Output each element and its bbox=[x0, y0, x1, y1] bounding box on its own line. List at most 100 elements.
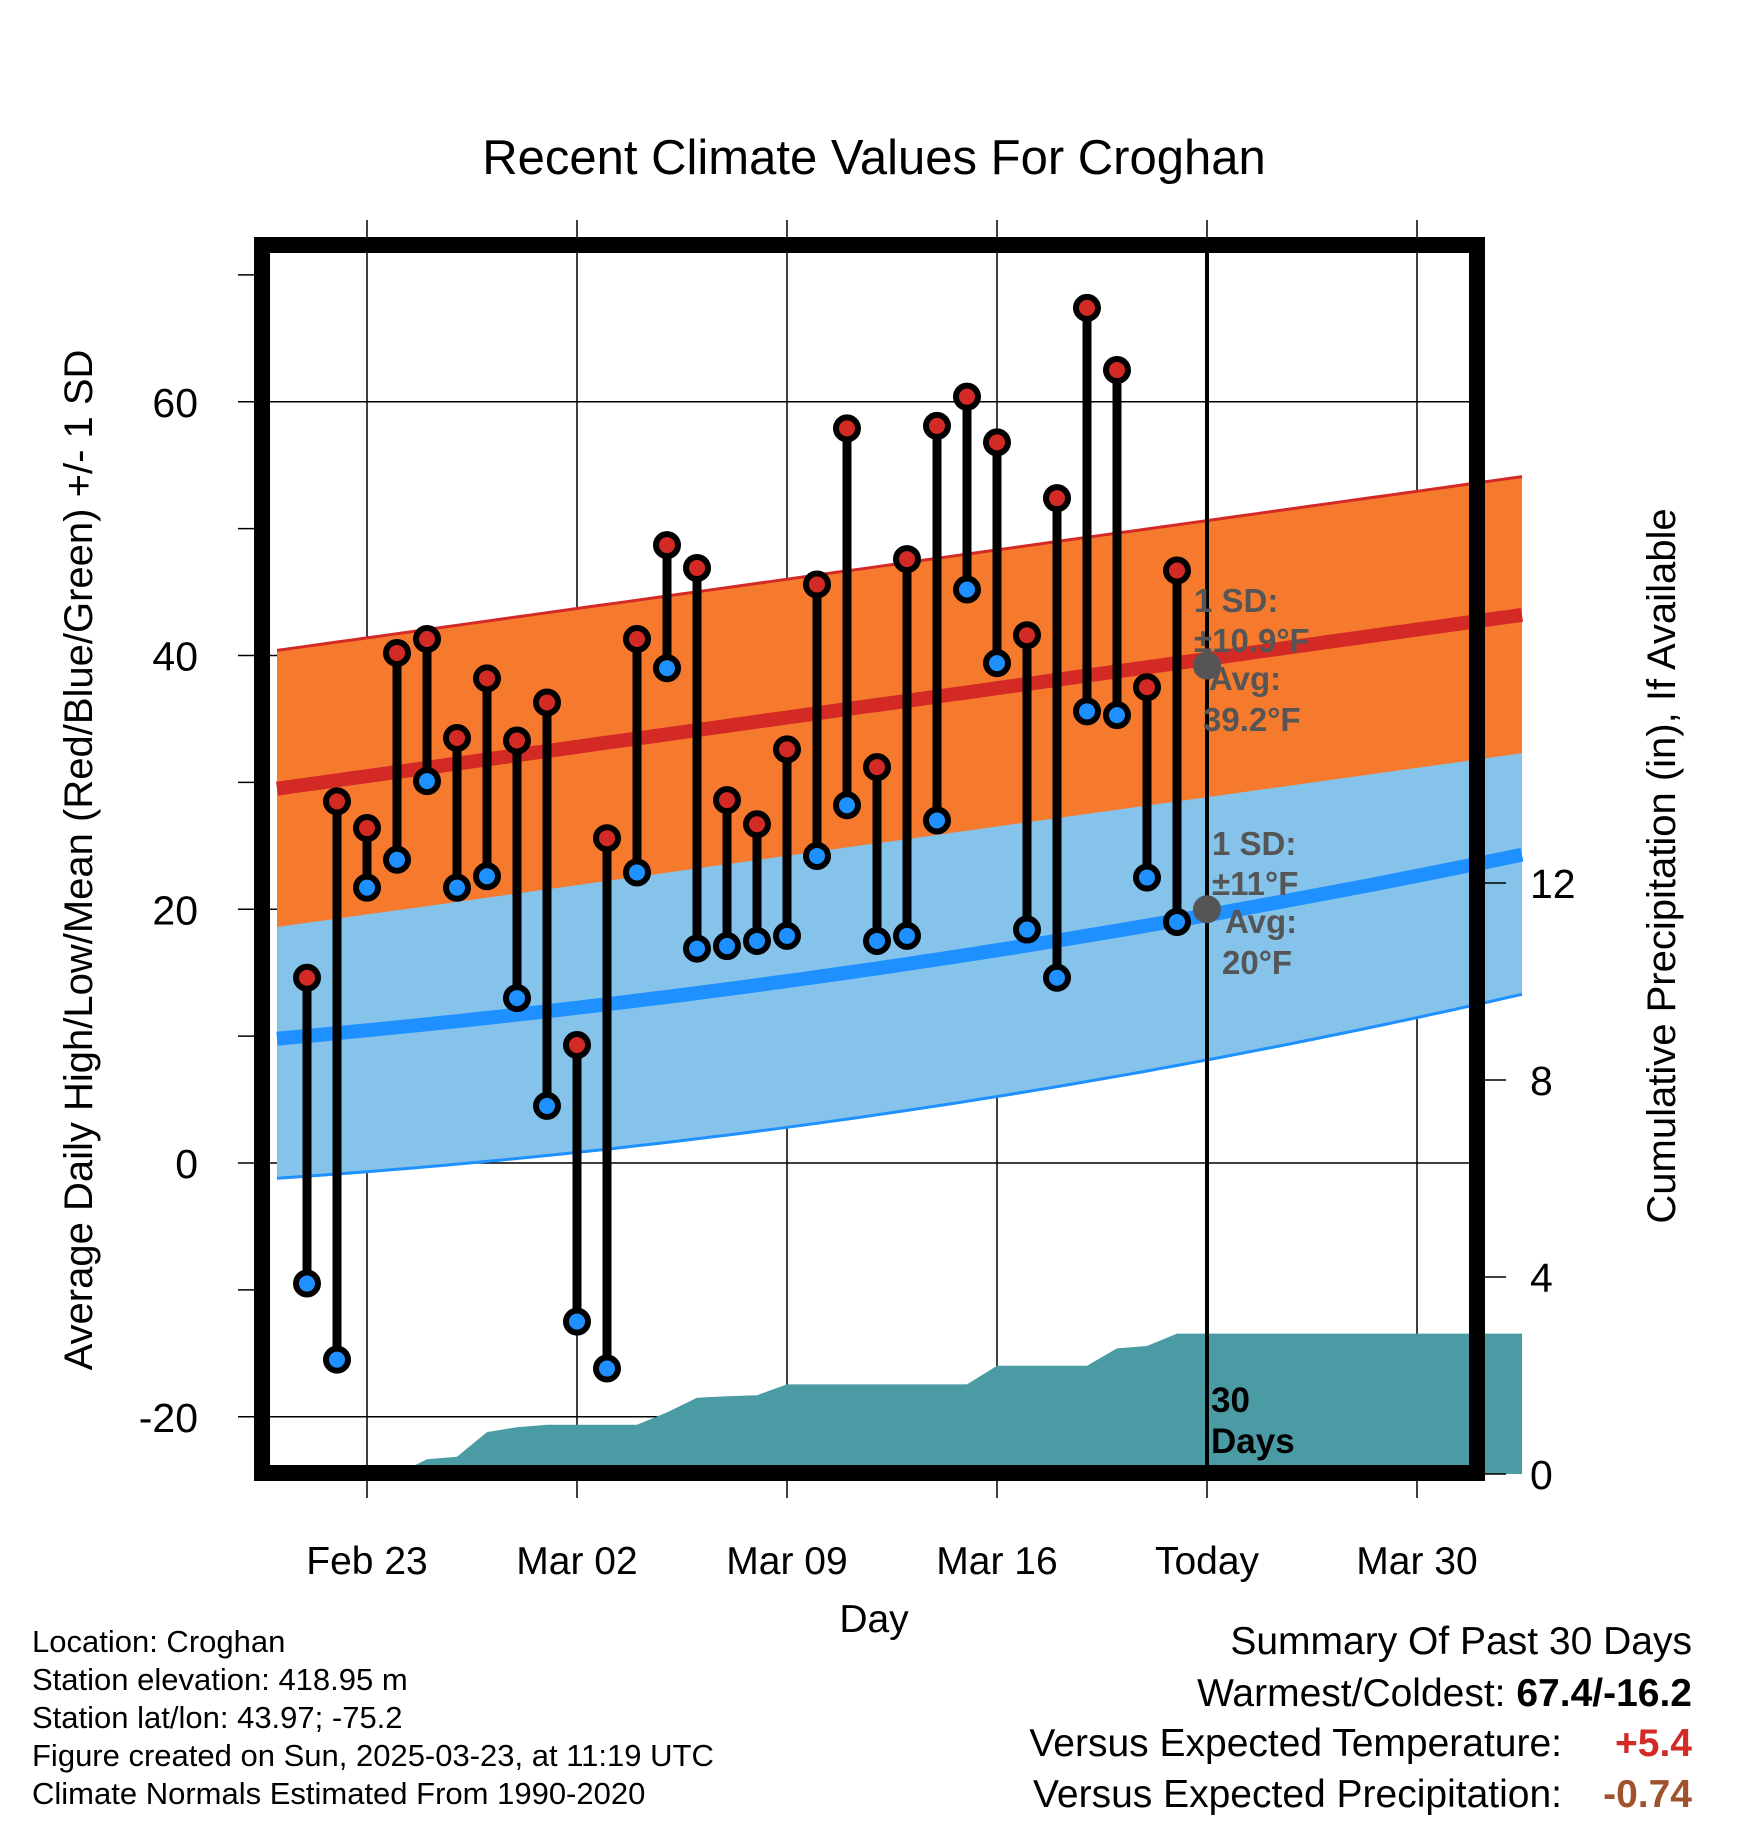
today-low-marker bbox=[1193, 895, 1221, 924]
plot-frame bbox=[254, 237, 1485, 1481]
station-info: Location: Croghan Station elevation: 418… bbox=[32, 1623, 714, 1813]
low-lower-line bbox=[276, 992, 1523, 1180]
high-point bbox=[833, 414, 861, 443]
high-point bbox=[773, 735, 801, 764]
high-point bbox=[1013, 621, 1041, 650]
high-point bbox=[533, 688, 561, 717]
high-avg-label: Avg: bbox=[1209, 660, 1281, 697]
precip-value: -0.74 bbox=[1603, 1773, 1692, 1816]
low-point bbox=[293, 1269, 321, 1298]
high-point bbox=[413, 625, 441, 654]
low-point bbox=[1043, 963, 1071, 992]
low-point bbox=[503, 984, 531, 1013]
low-avg-label: Avg: bbox=[1225, 903, 1297, 940]
high-point bbox=[713, 786, 741, 815]
y-tick-label: -20 bbox=[139, 1395, 198, 1441]
y2-tick-label: 4 bbox=[1530, 1255, 1553, 1301]
low-point bbox=[1163, 907, 1191, 936]
y2-tick-label: 12 bbox=[1530, 861, 1576, 907]
summary-warmest: Warmest/Coldest: 67.4/-16.2 bbox=[1197, 1672, 1692, 1716]
y-tick-label: 0 bbox=[175, 1141, 198, 1187]
high-point bbox=[803, 570, 831, 599]
summary-title: Summary Of Past 30 Days bbox=[1230, 1620, 1692, 1663]
y-tick-label: 60 bbox=[152, 380, 198, 426]
y-tick-label: 20 bbox=[152, 887, 198, 933]
y2-tick-label: 8 bbox=[1530, 1058, 1553, 1104]
latlon-text: Station lat/lon: 43.97; -75.2 bbox=[32, 1700, 403, 1735]
low-point bbox=[623, 858, 651, 887]
low-point bbox=[773, 921, 801, 950]
high-point bbox=[953, 382, 981, 411]
high-point bbox=[863, 753, 891, 782]
low-point bbox=[593, 1354, 621, 1383]
low-point bbox=[383, 845, 411, 874]
high-point bbox=[473, 664, 501, 693]
x-tick-label: Mar 09 bbox=[726, 1540, 847, 1583]
high-point bbox=[1073, 293, 1101, 322]
low-point bbox=[443, 873, 471, 902]
high-point bbox=[923, 411, 951, 440]
high-point bbox=[1103, 356, 1131, 385]
high-point bbox=[683, 553, 711, 582]
high-point bbox=[293, 963, 321, 992]
precip-area bbox=[277, 1333, 1522, 1474]
low-avg-value: 20°F bbox=[1222, 944, 1292, 981]
low-point bbox=[893, 921, 921, 950]
high-point bbox=[983, 428, 1011, 457]
x-tick-label: Today bbox=[1155, 1540, 1260, 1583]
x-tick-label: Feb 23 bbox=[306, 1540, 427, 1583]
x-tick-label: Mar 02 bbox=[516, 1540, 637, 1583]
y-tick-label: 40 bbox=[152, 634, 198, 680]
low-point bbox=[803, 841, 831, 870]
high-point bbox=[323, 787, 351, 816]
y-axis-label: Average Daily High/Low/Mean (Red/Blue/Gr… bbox=[57, 350, 101, 1371]
low-point bbox=[1133, 863, 1161, 892]
low-point bbox=[863, 926, 891, 955]
low-point bbox=[1013, 915, 1041, 944]
high-point bbox=[353, 814, 381, 843]
low-point bbox=[833, 791, 861, 820]
chart-title: Recent Climate Values For Croghan bbox=[482, 131, 1265, 185]
low-sd-label: 1 SD: bbox=[1212, 825, 1296, 862]
y2-tick-label: 0 bbox=[1530, 1452, 1553, 1498]
high-point bbox=[1133, 673, 1161, 702]
low-point bbox=[1103, 701, 1131, 730]
precip-label: Versus Expected Precipitation: bbox=[1033, 1773, 1562, 1816]
high-point bbox=[653, 531, 681, 560]
low-point bbox=[683, 934, 711, 963]
high-point bbox=[1043, 484, 1071, 513]
high-point bbox=[383, 638, 411, 667]
created-text: Figure created on Sun, 2025-03-23, at 11… bbox=[32, 1738, 714, 1773]
high-point bbox=[563, 1031, 591, 1060]
high-sd-value: ±10.9°F bbox=[1194, 622, 1310, 659]
low-point bbox=[653, 654, 681, 683]
high-point bbox=[743, 810, 771, 839]
low-point bbox=[743, 926, 771, 955]
temp-label: Versus Expected Temperature: bbox=[1029, 1722, 1562, 1765]
summary-precip: Versus Expected Precipitation: -0.74 bbox=[1033, 1773, 1692, 1817]
low-normal-line bbox=[276, 847, 1524, 1046]
y2-axis-label: Cumulative Precipitation (in), If Availa… bbox=[1640, 508, 1684, 1223]
elevation-text: Station elevation: 418.95 m bbox=[32, 1662, 408, 1697]
warmest-value: 67.4/-16.2 bbox=[1516, 1672, 1692, 1715]
low-point bbox=[983, 649, 1011, 678]
high-point bbox=[623, 625, 651, 654]
temp-value: +5.4 bbox=[1615, 1722, 1692, 1765]
high-sd-label: 1 SD: bbox=[1194, 582, 1278, 619]
location-text: Location: Croghan bbox=[32, 1624, 286, 1659]
x-tick-label: Mar 30 bbox=[1356, 1540, 1477, 1583]
summary-temp: Versus Expected Temperature: +5.4 bbox=[1029, 1722, 1692, 1766]
high-point bbox=[1163, 556, 1191, 585]
low-point bbox=[533, 1091, 561, 1120]
precip-days-number: 30 bbox=[1211, 1381, 1250, 1420]
precip-days-word: Days bbox=[1211, 1422, 1295, 1461]
low-point bbox=[563, 1307, 591, 1336]
low-point bbox=[1073, 697, 1101, 726]
high-point bbox=[503, 726, 531, 755]
x-tick-label: Mar 16 bbox=[936, 1540, 1057, 1583]
low-point bbox=[473, 862, 501, 891]
high-avg-value: 39.2°F bbox=[1203, 701, 1301, 738]
low-point bbox=[923, 806, 951, 835]
x-axis-label: Day bbox=[839, 1598, 909, 1641]
